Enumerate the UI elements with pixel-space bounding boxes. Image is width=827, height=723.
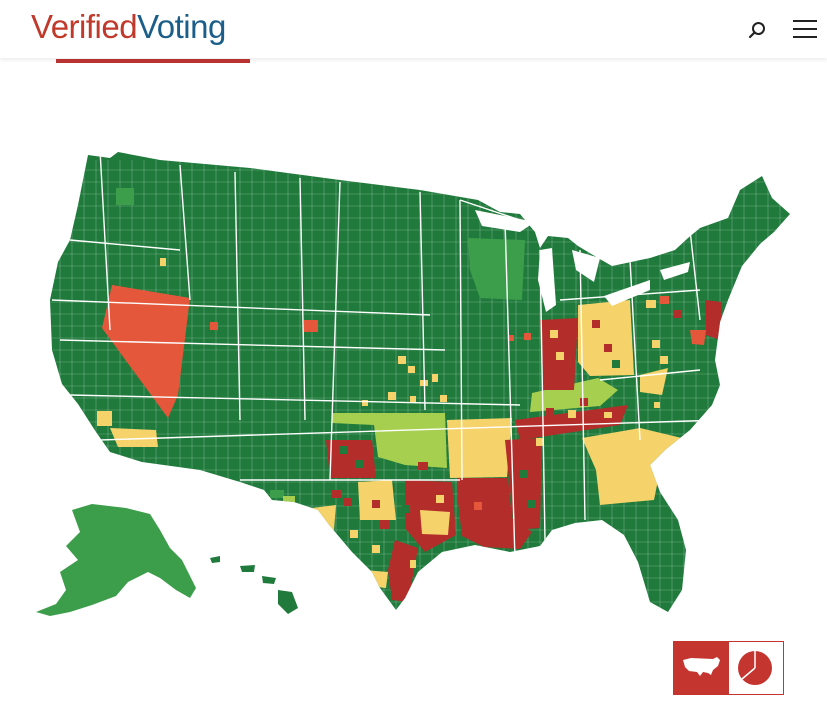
active-nav-underline	[56, 59, 250, 63]
scattered-counties	[160, 258, 682, 568]
great-lakes	[475, 210, 690, 312]
us-county-map	[36, 152, 790, 616]
menu-button[interactable]	[792, 18, 818, 40]
pie-chart-icon	[738, 651, 772, 685]
region-arkansas	[447, 418, 512, 478]
search-button[interactable]	[744, 17, 770, 43]
alaska	[36, 504, 196, 616]
region-texas-north	[326, 440, 376, 478]
region-texas-hill	[420, 510, 450, 535]
region-new-jersey	[705, 300, 722, 340]
region-georgia	[582, 428, 690, 505]
hamburger-menu-icon	[793, 20, 817, 38]
view-toggle	[673, 641, 784, 695]
region-texas-gulf	[388, 540, 418, 602]
region-nevada	[102, 285, 190, 418]
region-kentucky	[530, 378, 618, 412]
us-map-icon	[683, 657, 720, 676]
site-header: VerifiedVoting	[0, 0, 827, 58]
region-wisconsin	[468, 238, 525, 300]
region-southern-california	[110, 428, 158, 447]
region-maryland	[690, 330, 706, 345]
region-ohio	[578, 300, 634, 376]
search-icon	[748, 22, 765, 39]
site-logo[interactable]: VerifiedVoting	[31, 8, 226, 46]
map-view-button[interactable]	[673, 641, 728, 695]
region-california-coast	[97, 411, 112, 426]
chart-view-button[interactable]	[728, 641, 784, 695]
region-louisiana	[457, 478, 532, 549]
logo-verified: Verified	[31, 8, 138, 45]
region-texas-west	[312, 505, 336, 530]
logo-voting: Voting	[137, 8, 226, 45]
region-texas-southwest	[365, 570, 388, 588]
hawaii	[210, 556, 298, 614]
region-washington-patch	[116, 188, 134, 205]
region-oklahoma	[332, 413, 447, 468]
